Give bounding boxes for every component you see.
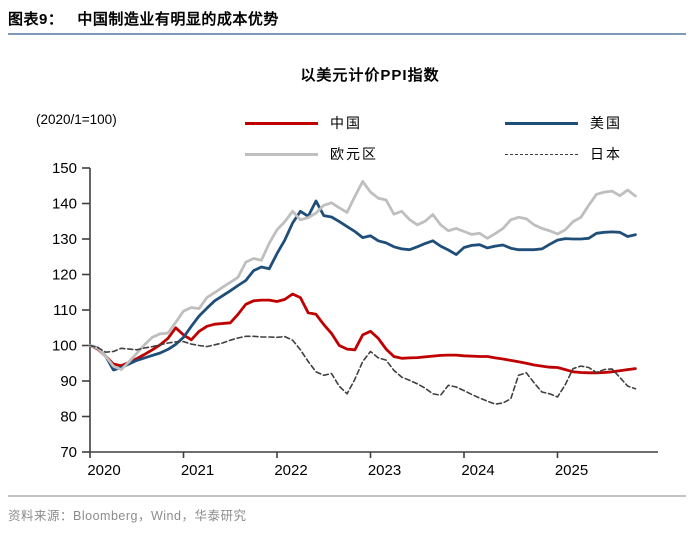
svg-text:110: 110 (53, 302, 77, 319)
legend-label-eurozone: 欧元区 (330, 146, 378, 162)
source-divider (8, 495, 686, 497)
legend-label-us: 美国 (590, 115, 622, 131)
source-note: 资料来源：Bloomberg，Wind，华泰研究 (8, 505, 246, 524)
header-divider (8, 33, 686, 35)
svg-text:2020: 2020 (87, 462, 120, 479)
legend-label-japan: 日本 (590, 146, 622, 162)
legend-item-eurozone: 欧元区 (245, 144, 378, 164)
figure-title: 中国制造业有明显的成本优势 (77, 11, 279, 28)
legend-label-china: 中国 (330, 115, 362, 131)
chart-title: 以美元计价PPI指数 (300, 67, 440, 84)
source-prefix: 资料来源： (8, 509, 74, 523)
legend-item-japan: 日本 (505, 144, 622, 164)
japan-line-swatch (505, 153, 578, 155)
svg-text:90: 90 (60, 373, 77, 390)
svg-text:120: 120 (52, 267, 77, 284)
us-line-swatch (505, 121, 578, 125)
axis-unit-note: (2020/1=100) (36, 112, 117, 127)
svg-text:2024: 2024 (461, 462, 494, 479)
svg-text:2021: 2021 (181, 462, 214, 479)
legend-item-us: 美国 (505, 113, 622, 133)
svg-text:130: 130 (52, 231, 77, 248)
figure-header: 图表9： 中国制造业有明显的成本优势 (8, 8, 686, 29)
svg-text:70: 70 (60, 444, 77, 461)
svg-text:80: 80 (60, 409, 77, 426)
legend-item-china: 中国 (245, 113, 362, 133)
svg-text:150: 150 (52, 160, 77, 177)
source-text: Bloomberg，Wind，华泰研究 (73, 509, 247, 523)
svg-text:2022: 2022 (274, 462, 307, 479)
eurozone-line-swatch (245, 152, 318, 156)
svg-text:2025: 2025 (555, 462, 588, 479)
svg-text:2023: 2023 (368, 462, 401, 479)
svg-text:100: 100 (52, 338, 77, 355)
china-line-swatch (245, 121, 318, 125)
figure-number-label: 图表9： (8, 11, 64, 28)
svg-text:140: 140 (52, 196, 77, 213)
